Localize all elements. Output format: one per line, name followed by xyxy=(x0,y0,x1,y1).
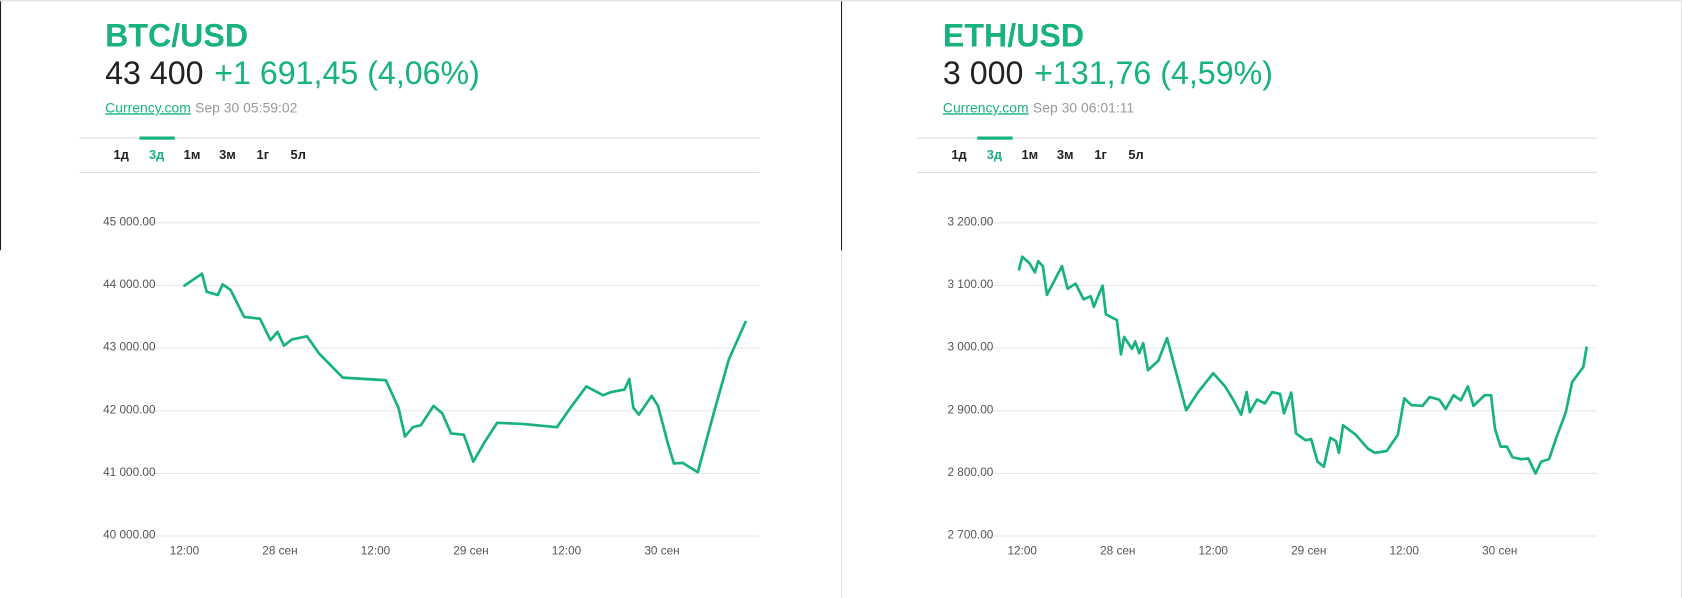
x-tick-label: 28 сен xyxy=(262,545,297,558)
active-tab-indicator xyxy=(977,136,1013,140)
price-line xyxy=(183,272,747,474)
range-tab[interactable]: 3д xyxy=(987,147,1002,162)
price: 43 400 xyxy=(105,55,203,91)
range-tab[interactable]: 1д xyxy=(114,147,129,162)
price-line xyxy=(1017,255,1588,475)
y-tick-label: 42 000.00 xyxy=(103,403,156,416)
range-tab[interactable]: 3м xyxy=(1057,147,1074,162)
y-tick-label: 40 000.00 xyxy=(103,529,156,542)
range-tab[interactable]: 1д xyxy=(951,147,966,162)
x-tick-label: 12:00 xyxy=(170,545,200,558)
y-tick-label: 2 900.00 xyxy=(947,403,993,416)
y-tick-label: 3 000.00 xyxy=(947,341,993,354)
range-tab[interactable]: 1м xyxy=(1021,147,1038,162)
pair-title: ETH/USD xyxy=(943,17,1084,53)
range-tab[interactable]: 5л xyxy=(291,147,306,162)
range-tab[interactable]: 3д xyxy=(149,147,164,162)
price-change: +131,76 (4,59%) xyxy=(1034,55,1273,91)
y-tick-label: 44 000.00 xyxy=(103,278,156,291)
x-tick-label: 30 сен xyxy=(644,545,679,558)
y-tick-label: 43 000.00 xyxy=(103,341,156,354)
x-tick-label: 29 сен xyxy=(453,545,488,558)
price: 3 000 xyxy=(943,55,1024,91)
y-tick-label: 2 700.00 xyxy=(947,529,993,542)
y-tick-label: 41 000.00 xyxy=(103,466,156,479)
range-tab[interactable]: 1м xyxy=(184,147,201,162)
range-tab[interactable]: 3м xyxy=(219,147,236,162)
x-tick-label: 12:00 xyxy=(1199,545,1229,558)
y-tick-label: 2 800.00 xyxy=(947,466,993,479)
source-link[interactable]: Currency.com xyxy=(943,99,1029,115)
x-tick-label: 28 сен xyxy=(1100,545,1135,558)
y-tick-label: 3 200.00 xyxy=(947,215,993,228)
active-tab-indicator xyxy=(139,136,175,140)
x-tick-label: 12:00 xyxy=(1390,545,1420,558)
price-change: +1 691,45 (4,06%) xyxy=(214,55,480,91)
x-tick-label: 29 сен xyxy=(1291,545,1326,558)
y-tick-label: 45 000.00 xyxy=(103,215,156,228)
x-tick-label: 30 сен xyxy=(1482,545,1517,558)
range-tab[interactable]: 1г xyxy=(257,147,270,162)
pair-title: BTC/USD xyxy=(105,17,248,53)
timestamp: Sep 30 05:59:02 xyxy=(195,99,298,115)
y-tick-label: 3 100.00 xyxy=(947,278,993,291)
x-tick-label: 12:00 xyxy=(552,545,582,558)
range-tab[interactable]: 5л xyxy=(1128,147,1143,162)
range-tab[interactable]: 1г xyxy=(1094,147,1107,162)
source-link[interactable]: Currency.com xyxy=(105,99,191,115)
timestamp: Sep 30 06:01:11 xyxy=(1033,99,1135,115)
x-tick-label: 12:00 xyxy=(361,545,391,558)
x-tick-label: 12:00 xyxy=(1007,545,1037,558)
